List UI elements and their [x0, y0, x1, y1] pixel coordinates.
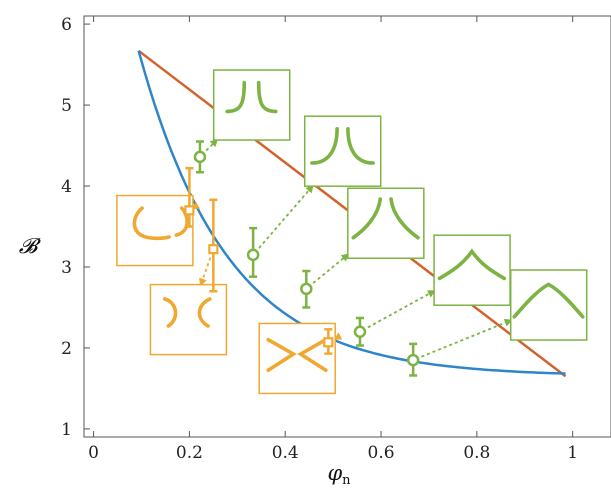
shape-inset	[116, 194, 194, 267]
data-points	[184, 140, 420, 377]
point-marker	[323, 337, 334, 348]
shape-inset	[303, 115, 382, 187]
y-tick-label: 2	[61, 339, 72, 359]
data-point	[193, 140, 207, 174]
inset-arrow	[421, 319, 513, 358]
shape-inset	[509, 269, 588, 341]
y-axis-title: 𝓑	[19, 234, 42, 258]
data-point	[323, 328, 334, 355]
data-point	[353, 316, 367, 347]
inset-shape	[310, 127, 375, 165]
shape-inset	[149, 283, 228, 356]
data-point	[184, 166, 195, 228]
curved-bound-line	[137, 50, 566, 375]
inset-arrow	[258, 184, 314, 249]
x-tick-label: 0	[88, 443, 99, 463]
inset-frame	[116, 194, 194, 267]
inset-shape	[512, 282, 585, 319]
point-marker	[208, 244, 219, 255]
inset-arrow	[367, 290, 436, 329]
point-marker	[193, 150, 207, 164]
shape-insets	[116, 69, 588, 395]
point-marker	[184, 205, 195, 216]
y-tick-label: 4	[61, 177, 72, 197]
inset-frame	[347, 187, 425, 260]
y-tick-label: 6	[61, 15, 72, 35]
inset-frame	[149, 283, 228, 356]
inset-shape	[437, 248, 507, 281]
inset-shape	[163, 297, 212, 328]
inset-arrow	[191, 201, 201, 210]
shape-inset	[347, 187, 425, 260]
y-tick-label: 3	[61, 258, 72, 278]
inset-frame	[258, 322, 336, 395]
x-tick-label: 1	[567, 443, 578, 463]
x-tick-label: 0.4	[272, 443, 299, 463]
inset-arrow	[205, 138, 219, 152]
inset-shape	[225, 80, 278, 114]
x-axis-title: φn	[327, 461, 351, 488]
shape-inset	[433, 234, 511, 306]
x-tick-label: 0.2	[176, 443, 203, 463]
shape-inset	[212, 69, 291, 141]
x-tick-label: 0.6	[368, 443, 395, 463]
data-point	[246, 226, 260, 278]
inset-arrow	[199, 257, 212, 287]
y-tick-label: 5	[61, 96, 72, 116]
x-tick-label: 0.8	[463, 443, 490, 463]
point-marker	[406, 353, 420, 367]
point-marker	[300, 282, 313, 296]
inset-shape	[132, 206, 189, 241]
inset-arrow	[312, 253, 350, 284]
inset-shape	[351, 197, 420, 240]
data-point	[208, 198, 219, 293]
inset-frame	[212, 69, 291, 141]
shape-inset	[258, 322, 336, 395]
y-tick-label: 1	[61, 420, 72, 440]
axis-ticks: 0 0.2 0.4 0.6 0.8 1 1 2 3 4 5 6	[61, 15, 578, 463]
point-marker	[246, 248, 260, 262]
inset-frame	[303, 115, 382, 187]
inset-frame	[509, 269, 588, 341]
inset-frame	[433, 234, 511, 306]
data-point	[406, 342, 420, 377]
inset-shape	[266, 337, 328, 373]
data-point	[300, 269, 313, 309]
point-marker	[353, 325, 367, 338]
